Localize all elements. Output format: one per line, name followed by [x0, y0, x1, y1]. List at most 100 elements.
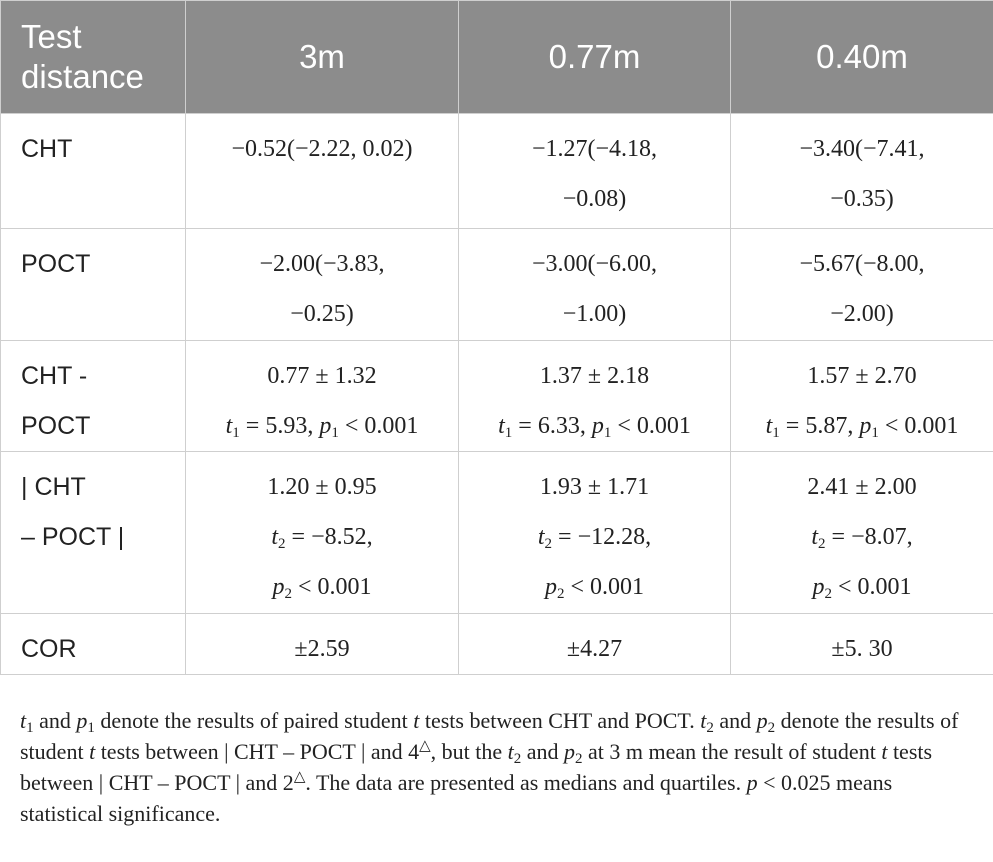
text: , but the: [430, 739, 508, 764]
table-row: CHT −0.52(−2.22, 0.02) −1.27(−4.18, −0.08) −…: [0, 113, 993, 229]
label-line: | CHT: [21, 473, 86, 501]
label-line: POCT: [21, 412, 91, 440]
text: ±5. 30: [831, 636, 893, 662]
text: 1.20 ± 0.95: [267, 474, 377, 500]
cell-line: −1.27(−4.18,: [459, 124, 730, 174]
cell-line: −3.00(−6.00,: [459, 239, 730, 289]
text: ±2.59: [294, 636, 350, 662]
cell-line: −2.00): [731, 289, 993, 339]
cell-line: 0.77 ± 1.32: [186, 351, 458, 401]
text: −5.67(−8.00,: [799, 251, 925, 277]
label-line: – POCT |: [21, 523, 125, 551]
text: = −8.07,: [825, 524, 913, 550]
text: < 0.001: [338, 413, 419, 439]
subscript: 2: [556, 586, 565, 602]
text: −0.08): [562, 186, 627, 212]
cell-line: 1.37 ± 2.18: [459, 351, 730, 401]
italic-text: p: [591, 413, 604, 439]
cell-line: 2.41 ± 2.00: [731, 462, 993, 512]
text: −3.00(−6.00,: [531, 251, 658, 277]
table-cell: −3.00(−6.00, −1.00): [458, 228, 731, 341]
cell-line: ±4.27: [459, 624, 730, 674]
cell-line: −0.08): [459, 174, 730, 224]
cell-line: ±2.59: [186, 624, 458, 674]
subscript: 1: [87, 720, 95, 736]
text: 0.77 ± 1.32: [267, 363, 377, 389]
data-table: Test distance 3m 0.77m 0.40m CHT −0.52(−2.22…: [0, 0, 993, 675]
row-label: CHT: [0, 113, 186, 229]
italic-text: t: [413, 708, 420, 733]
italic-text: p: [544, 574, 557, 600]
row-label: COR: [0, 613, 186, 675]
cell-line: t2 = −8.07,: [731, 512, 993, 562]
text: = 6.33,: [512, 413, 592, 439]
text: 2.41 ± 2.00: [807, 474, 917, 500]
label-line: COR: [21, 635, 77, 663]
cell-line: t1 = 5.87, p1 < 0.001: [731, 401, 993, 451]
header-cell: 3m: [185, 0, 459, 114]
text: < 0.001: [291, 574, 372, 600]
row-label: POCT: [0, 228, 186, 341]
subscript: 2: [706, 720, 714, 736]
table-row: POCT −2.00(−3.83, −0.25) −3.00(−6.00, −1.00)…: [0, 228, 993, 341]
italic-text: p: [746, 770, 758, 795]
italic-text: p: [756, 708, 768, 733]
table-cell: ±5. 30: [730, 613, 993, 675]
text: < 0.001: [611, 413, 691, 439]
subscript: 2: [278, 536, 286, 552]
table-cell: −1.27(−4.18, −0.08): [458, 113, 731, 229]
header-row: Test distance 3m 0.77m 0.40m: [0, 0, 993, 114]
row-label: CHT - POCT: [0, 340, 186, 452]
italic-text: t: [507, 739, 514, 764]
text: tests between CHT and POCT.: [419, 708, 701, 733]
italic-text: t: [271, 524, 279, 550]
text: = −8.52,: [285, 524, 373, 550]
subscript: 2: [818, 536, 826, 552]
subscript: 1: [26, 720, 34, 736]
row-label: | CHT – POCT |: [0, 451, 186, 614]
cell-line: −2.00(−3.83,: [186, 239, 458, 289]
cell-line: −1.00): [459, 289, 730, 339]
table-cell: 2.41 ± 2.00 t2 = −8.07, p2 < 0.001: [730, 451, 993, 614]
cell-line: −3.40(−7.41,: [731, 124, 993, 174]
text: denote the results of paired student: [94, 708, 414, 733]
text: = −12.28,: [552, 524, 652, 550]
italic-text: t: [498, 413, 505, 439]
table-cell: 1.20 ± 0.95 t2 = −8.52, p2 < 0.001: [185, 451, 459, 614]
text: −1.00): [562, 301, 627, 327]
text: −3.40(−7.41,: [799, 136, 925, 162]
cell-line: t1 = 6.33, p1 < 0.001: [459, 401, 730, 451]
header-cell: 0.40m: [730, 0, 993, 114]
cell-line: p2 < 0.001: [459, 562, 730, 612]
italic-text: p: [319, 413, 332, 439]
cell-line: p2 < 0.001: [186, 562, 458, 612]
italic-text: p: [76, 708, 88, 733]
text: 1.37 ± 2.18: [539, 363, 650, 389]
subscript: 2: [824, 586, 832, 602]
text: −1.27(−4.18,: [531, 136, 658, 162]
text: < 0.001: [831, 574, 912, 600]
italic-text: p: [272, 574, 285, 600]
subscript: 2: [284, 586, 292, 602]
subscript: 1: [504, 425, 513, 441]
subscript: 2: [767, 720, 776, 736]
italic-text: p: [564, 739, 576, 764]
text: and: [713, 708, 757, 733]
subscript: 2: [513, 751, 522, 767]
subscript: 1: [871, 425, 879, 441]
text: < 0.001: [564, 574, 645, 600]
text: −0.52(−2.22, 0.02): [231, 136, 413, 162]
table-row: CHT - POCT 0.77 ± 1.32 t1 = 5.93, p1 < 0.00…: [0, 340, 993, 452]
table-cell: ±2.59: [185, 613, 459, 675]
italic-text: t: [537, 524, 545, 550]
italic-text: t: [811, 524, 819, 550]
label-line: CHT: [21, 135, 73, 163]
italic-text: t: [881, 739, 888, 764]
italic-text: t: [225, 413, 233, 439]
text: < 0.001: [878, 413, 959, 439]
italic-text: p: [859, 413, 872, 439]
text: . The data are presented as medians and …: [305, 770, 747, 795]
table-cell: 1.93 ± 1.71 t2 = −12.28, p2 < 0.001: [458, 451, 731, 614]
table-cell: −0.52(−2.22, 0.02): [185, 113, 459, 229]
